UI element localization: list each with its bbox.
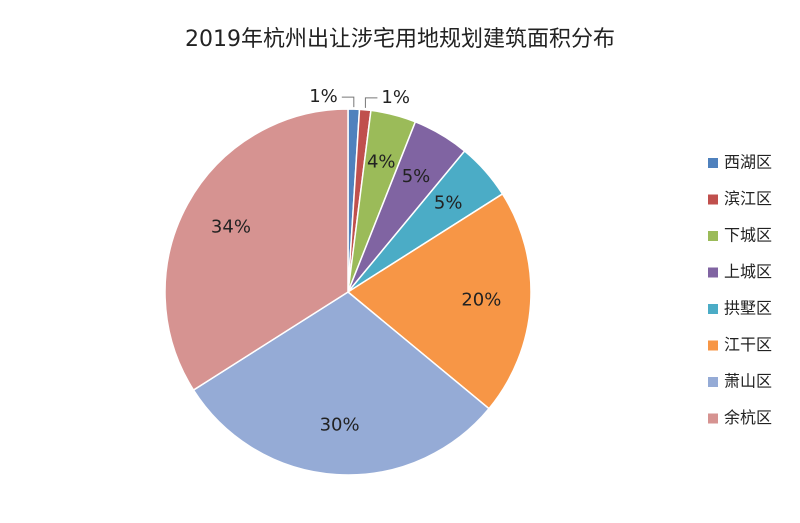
pie-slice	[164, 108, 349, 392]
legend-swatch	[708, 231, 718, 241]
legend-label: 滨江区	[724, 189, 772, 208]
legend-label: 江干区	[724, 335, 772, 354]
legend-swatch	[708, 304, 718, 314]
data-label: 1%	[309, 86, 338, 107]
legend-swatch	[708, 267, 718, 278]
legend-label: 余杭区	[724, 408, 772, 427]
legend-swatch	[708, 194, 718, 205]
legend-label: 拱墅区	[724, 299, 772, 318]
chart-title: 2019年杭州出让涉宅用地规划建筑面积分布	[185, 27, 615, 52]
data-label: 30%	[320, 414, 360, 435]
legend-swatch	[708, 158, 718, 168]
data-label: 1%	[381, 87, 410, 108]
legend-swatch	[708, 377, 718, 387]
pie-slice	[192, 291, 491, 476]
data-label: 5%	[434, 193, 463, 214]
leader-line	[364, 97, 378, 108]
legend-swatch	[708, 413, 718, 424]
legend-label: 下城区	[724, 226, 772, 245]
legend-label: 上城区	[724, 262, 772, 281]
data-label: 5%	[402, 166, 431, 187]
legend-label: 萧山区	[724, 372, 772, 391]
legend-label: 西湖区	[724, 153, 772, 172]
data-label: 34%	[211, 217, 251, 238]
data-label: 20%	[461, 289, 501, 310]
legend-swatch	[708, 340, 718, 351]
leader-line	[341, 96, 355, 108]
pie-slice	[346, 192, 532, 410]
data-label: 4%	[367, 152, 396, 173]
